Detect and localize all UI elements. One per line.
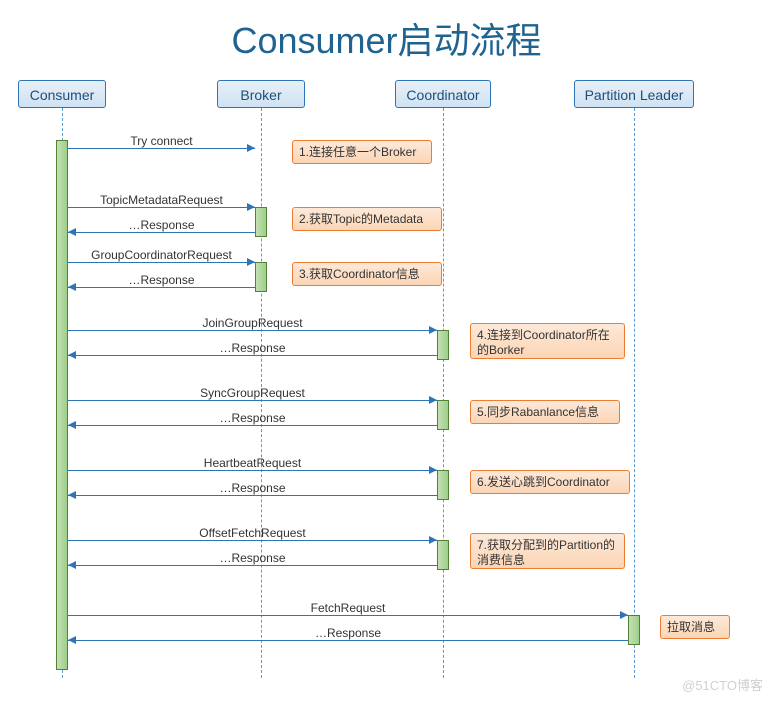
message-arrow-2 (68, 228, 76, 236)
message-label-0: Try connect (82, 132, 242, 150)
note-0: 1.连接任意一个Broker (292, 140, 432, 164)
message-label-9: HeartbeatRequest (173, 454, 333, 472)
message-label-12: …Response (173, 549, 333, 567)
message-arrow-3 (247, 258, 255, 266)
participant-broker: Broker (217, 80, 305, 108)
activation-leader-7 (628, 615, 640, 645)
note-6: 7.获取分配到的Partition的消费信息 (470, 533, 625, 569)
message-arrow-7 (429, 396, 437, 404)
activation-consumer-0 (56, 140, 68, 670)
message-arrow-4 (68, 283, 76, 291)
participant-consumer: Consumer (18, 80, 106, 108)
message-label-8: …Response (173, 409, 333, 427)
message-label-5: JoinGroupRequest (173, 314, 333, 332)
note-7: 拉取消息 (660, 615, 730, 639)
note-4: 5.同步Rabanlance信息 (470, 400, 620, 424)
note-1: 2.获取Topic的Metadata (292, 207, 442, 231)
message-arrow-14 (68, 636, 76, 644)
note-5: 6.发送心跳到Coordinator (470, 470, 630, 494)
activation-broker-2 (255, 262, 267, 292)
message-label-10: …Response (173, 479, 333, 497)
message-label-4: …Response (82, 271, 242, 289)
participant-coordinator: Coordinator (395, 80, 491, 108)
message-label-6: …Response (173, 339, 333, 357)
message-label-7: SyncGroupRequest (173, 384, 333, 402)
participant-leader: Partition Leader (574, 80, 694, 108)
lifeline-coordinator (443, 108, 444, 678)
message-arrow-8 (68, 421, 76, 429)
note-3: 4.连接到Coordinator所在的Borker (470, 323, 625, 359)
message-label-11: OffsetFetchRequest (173, 524, 333, 542)
watermark: @51CTO博客 (682, 675, 763, 694)
message-arrow-13 (620, 611, 628, 619)
message-label-3: GroupCoordinatorRequest (82, 246, 242, 264)
message-arrow-12 (68, 561, 76, 569)
message-arrow-5 (429, 326, 437, 334)
message-arrow-1 (247, 203, 255, 211)
message-arrow-6 (68, 351, 76, 359)
activation-coordinator-4 (437, 400, 449, 430)
activation-coordinator-6 (437, 540, 449, 570)
message-label-2: …Response (82, 216, 242, 234)
message-arrow-10 (68, 491, 76, 499)
activation-coordinator-3 (437, 330, 449, 360)
note-2: 3.获取Coordinator信息 (292, 262, 442, 286)
message-label-14: …Response (268, 624, 428, 642)
message-arrow-9 (429, 466, 437, 474)
lifeline-leader (634, 108, 635, 678)
activation-coordinator-5 (437, 470, 449, 500)
message-label-1: TopicMetadataRequest (82, 191, 242, 209)
diagram-title: Consumer启动流程 (0, 0, 773, 72)
message-arrow-0 (247, 144, 255, 152)
message-label-13: FetchRequest (268, 599, 428, 617)
activation-broker-1 (255, 207, 267, 237)
message-arrow-11 (429, 536, 437, 544)
